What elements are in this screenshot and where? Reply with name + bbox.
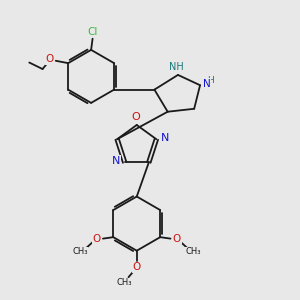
Text: Cl: Cl: [87, 27, 98, 37]
Text: O: O: [92, 234, 101, 244]
Text: H: H: [207, 76, 214, 85]
Text: CH₃: CH₃: [72, 248, 88, 256]
Text: N: N: [112, 156, 121, 166]
Text: O: O: [133, 262, 141, 272]
Text: N: N: [203, 79, 210, 89]
Text: O: O: [173, 234, 181, 244]
Text: CH₃: CH₃: [186, 248, 201, 256]
Text: O: O: [131, 112, 140, 122]
Text: N: N: [160, 133, 169, 143]
Text: CH₃: CH₃: [117, 278, 132, 287]
Text: NH: NH: [169, 62, 184, 72]
Text: O: O: [45, 54, 53, 64]
